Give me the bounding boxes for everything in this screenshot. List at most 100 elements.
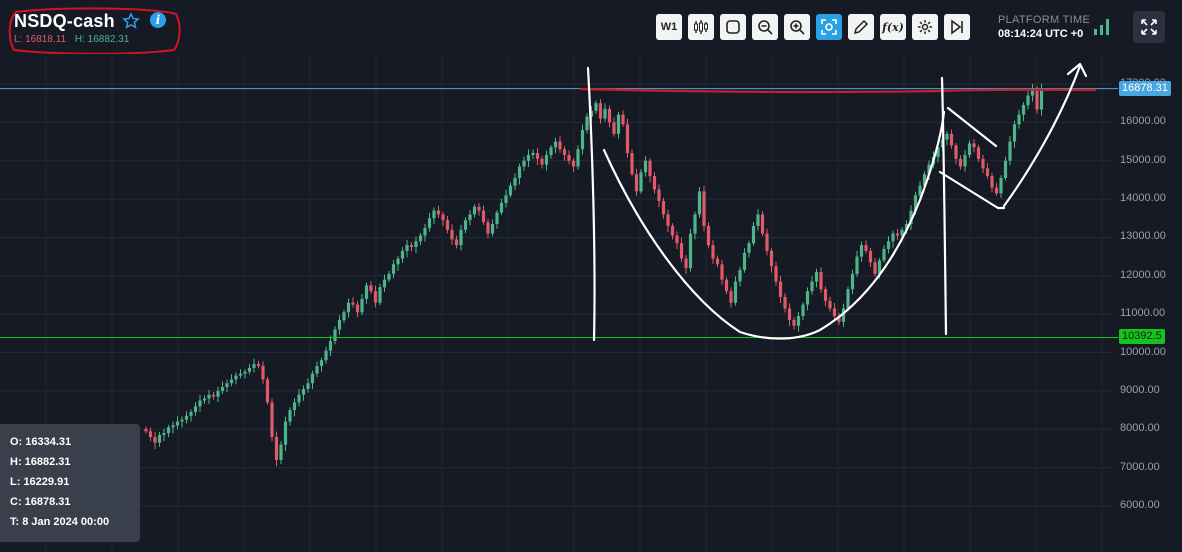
ohlc-high: H: 16882.31 — [10, 456, 71, 468]
candle-body — [1003, 160, 1008, 178]
candle-body — [913, 195, 918, 211]
candle-body — [355, 304, 360, 313]
y-tick-label: 6000.00 — [1120, 499, 1160, 511]
candle-body — [616, 114, 621, 134]
candle-body — [756, 214, 760, 226]
candle-body — [936, 147, 940, 157]
candle-body — [751, 225, 756, 244]
candle-body — [198, 400, 202, 407]
ohlc-low: L: 16229.91 — [10, 476, 70, 488]
candle-body — [360, 298, 364, 313]
candle-body — [310, 373, 315, 384]
candle-body — [184, 415, 189, 420]
candle-body — [220, 387, 225, 391]
candle-body — [715, 258, 720, 265]
candle-body — [738, 270, 742, 282]
candle-body — [477, 206, 481, 211]
candle-body — [841, 308, 846, 322]
candle-body — [891, 233, 895, 242]
y-tick-label: 10000.00 — [1120, 345, 1166, 358]
candle-body — [189, 412, 193, 416]
candle-body — [283, 421, 288, 445]
candle-body — [612, 122, 616, 134]
candle-body — [652, 176, 657, 190]
candle-body — [868, 250, 873, 263]
candle-body — [765, 233, 769, 251]
candle-body — [697, 191, 702, 215]
candle-body — [274, 436, 279, 460]
platform-time: PLATFORM TIME 08:14:24 UTC +0 — [998, 14, 1090, 40]
candle-body — [252, 364, 256, 368]
candle-body — [999, 177, 1003, 194]
candle-body — [481, 210, 486, 223]
candle-body — [171, 425, 175, 428]
info-icon[interactable]: i — [150, 12, 166, 28]
candle-body — [1017, 114, 1021, 125]
candle-body — [949, 133, 954, 146]
candle-body — [603, 108, 607, 119]
fullscreen-button[interactable] — [1133, 11, 1165, 43]
resistance-line — [579, 87, 1097, 94]
star-icon[interactable] — [122, 12, 140, 30]
candle-body — [580, 130, 585, 150]
candle-body — [922, 174, 927, 186]
candle-body — [981, 158, 985, 169]
candle-body — [459, 229, 463, 246]
candle-body — [994, 187, 999, 194]
candle-body — [954, 145, 958, 159]
zoom-in-icon[interactable] — [784, 14, 810, 40]
candle-body — [333, 329, 337, 342]
gear-icon[interactable] — [912, 14, 938, 40]
candle-body — [418, 235, 423, 242]
candle-body — [706, 225, 711, 246]
candle-body — [328, 341, 333, 351]
candle-body — [382, 279, 387, 288]
candle-body — [675, 235, 679, 244]
candle-body — [958, 158, 963, 167]
candle-body — [508, 185, 513, 196]
candle-body — [544, 154, 549, 165]
candle-body — [445, 220, 450, 230]
candle-body — [279, 444, 283, 460]
zoom-out-icon[interactable] — [752, 14, 778, 40]
candle-body — [1035, 89, 1039, 110]
candle-body — [144, 428, 148, 432]
candle-body — [693, 214, 697, 234]
candle-body — [306, 383, 310, 389]
horizontal-lines — [0, 87, 1118, 338]
skip-end-icon[interactable] — [944, 14, 970, 40]
candle-body — [688, 233, 693, 269]
candle-body — [202, 398, 207, 401]
candle-body — [796, 316, 801, 326]
function-icon[interactable]: f(x) — [880, 14, 906, 40]
support-price-tag: 10392.5 — [1119, 329, 1165, 345]
candle-body — [805, 291, 810, 305]
candle-body — [760, 214, 765, 234]
candle-body — [531, 153, 535, 155]
candles-icon[interactable] — [688, 14, 714, 40]
candle-body — [486, 222, 490, 234]
candle-body — [666, 214, 670, 226]
candle-body — [945, 133, 949, 140]
candle-body — [256, 364, 261, 366]
candle-body — [463, 220, 468, 230]
candle-body — [1030, 89, 1035, 96]
candle-body — [661, 201, 666, 215]
candle-body — [391, 264, 396, 274]
candle-body — [774, 266, 778, 282]
candle-body — [409, 245, 414, 248]
candle-body — [882, 248, 886, 261]
candle-body — [648, 160, 652, 177]
candle-body — [549, 147, 553, 155]
shape-icon[interactable] — [720, 14, 746, 40]
timeframe-button[interactable]: W1 — [656, 14, 682, 40]
pencil-icon[interactable] — [848, 14, 874, 40]
candle-body — [301, 388, 306, 395]
candle-body — [468, 214, 472, 221]
candle-body — [895, 233, 900, 236]
candle-body — [702, 191, 706, 226]
candle-body — [342, 312, 346, 320]
fit-icon[interactable] — [816, 14, 842, 40]
candle-body — [639, 172, 643, 192]
